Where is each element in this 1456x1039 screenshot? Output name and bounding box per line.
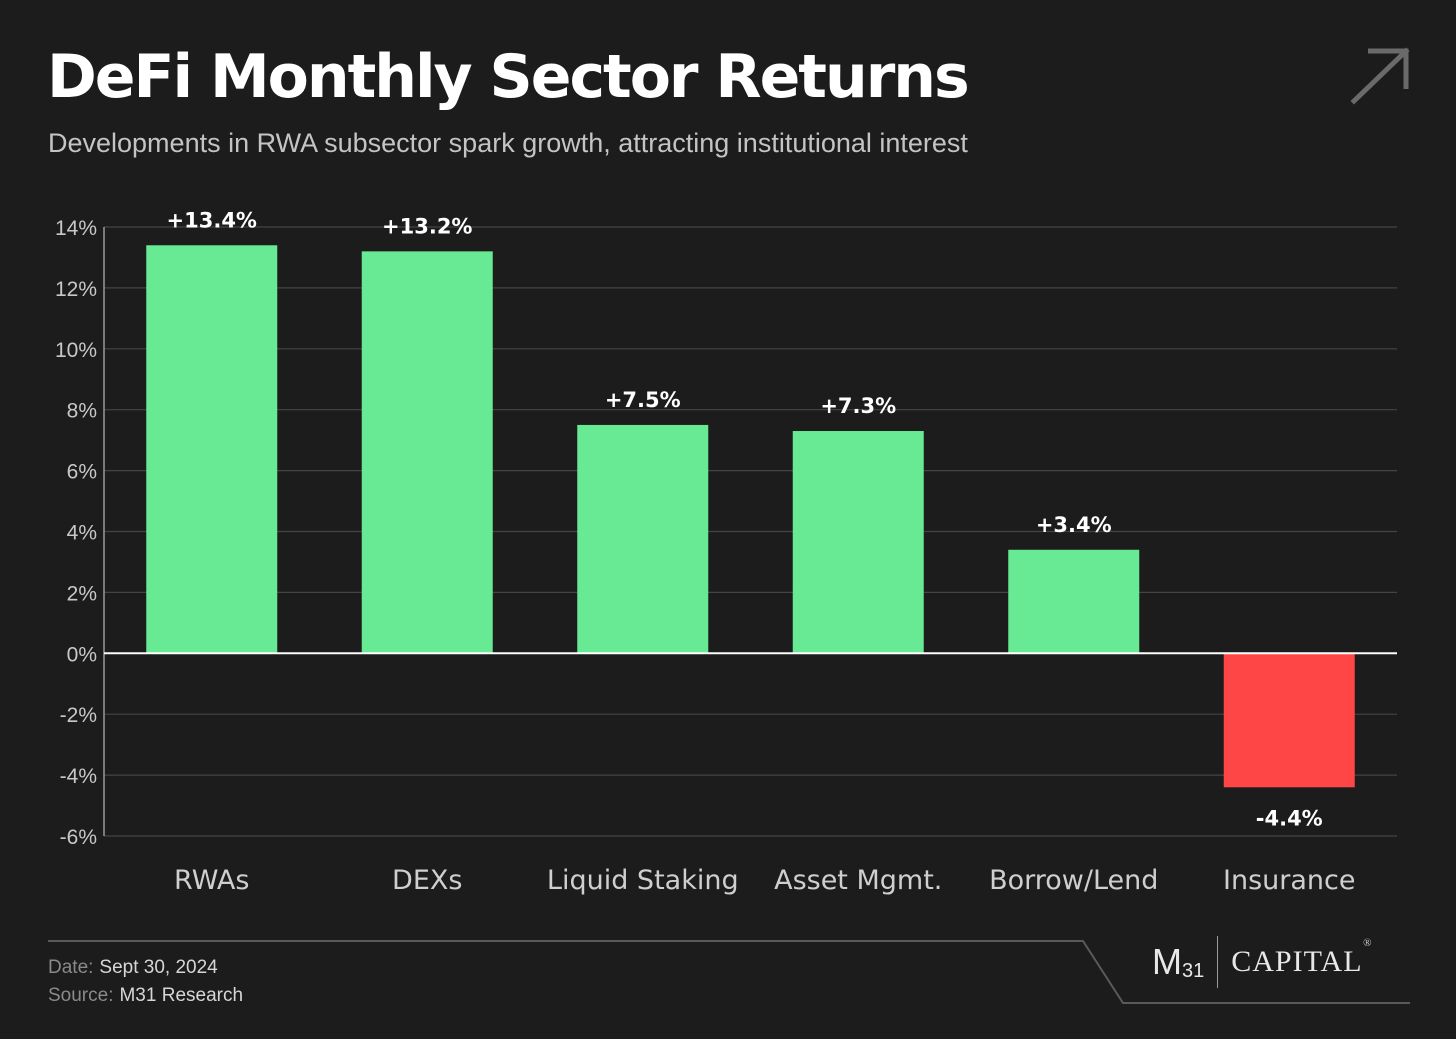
data-label: +7.3% (820, 394, 896, 418)
logo-mark: M (1152, 941, 1182, 982)
y-tick-label: 12% (55, 278, 97, 301)
y-tick-label: -2% (60, 704, 97, 727)
footer-source: Source: M31 Research (48, 985, 243, 1007)
y-tick-label: 0% (67, 643, 97, 666)
data-label: +7.5% (605, 388, 681, 412)
y-tick-label: 2% (67, 582, 97, 605)
bar (361, 251, 493, 654)
bar (577, 424, 709, 654)
date-label: Date: (48, 957, 94, 978)
bar (792, 431, 924, 654)
bars (104, 245, 1397, 788)
bar-chart: 14% 12% 10% 8% 6% 4% 2% 0% -2% -4% -6% +13.4% +13.2… (55, 208, 1397, 896)
y-tick-label: -6% (60, 826, 97, 849)
y-axis-ticks: 14% 12% 10% 8% 6% 4% 2% 0% -2% -4% -6% (55, 217, 97, 849)
logo-word: CAPITAL ® (1231, 937, 1373, 978)
x-tick-label: Liquid Staking (547, 865, 739, 896)
bar (1008, 549, 1140, 654)
arrow-up-right-icon (1350, 47, 1410, 105)
data-label: -4.4% (1256, 806, 1323, 830)
data-label: +13.4% (167, 208, 257, 232)
data-label: +3.4% (1036, 513, 1112, 537)
y-tick-label: -4% (60, 765, 97, 788)
bar (146, 245, 278, 654)
chart-title: DeFi Monthly Sector Returns (47, 42, 970, 112)
logo-divider (1217, 936, 1219, 988)
source-value: M31 Research (119, 985, 244, 1006)
y-tick-label: 4% (67, 522, 97, 545)
bar (1223, 653, 1355, 788)
date-value: Sept 30, 2024 (99, 957, 218, 978)
y-tick-label: 8% (67, 400, 97, 423)
x-axis-ticks: RWAs DEXs Liquid Staking Asset Mgmt. Borrow/… (174, 865, 1355, 896)
x-tick-label: Borrow/Lend (989, 865, 1158, 896)
x-tick-label: DEXs (392, 865, 462, 896)
source-label: Source: (48, 985, 114, 1006)
y-tick-label: 6% (67, 461, 97, 484)
x-tick-label: Asset Mgmt. (774, 865, 942, 896)
brand-logo: M 31 CAPITAL ® (1152, 936, 1373, 988)
x-tick-label: RWAs (174, 865, 249, 896)
y-tick-label: 10% (55, 339, 97, 362)
data-label: +13.2% (382, 214, 472, 238)
x-tick-label: Insurance (1223, 865, 1355, 896)
chart-subtitle: Developments in RWA subsector spark grow… (48, 128, 968, 158)
logo-mark-sub: 31 (1182, 959, 1205, 982)
data-labels: +13.4% +13.2% +7.5% +7.3% +3.4% -4.4% (167, 208, 1323, 830)
footer-date: Date: Sept 30, 2024 (48, 957, 218, 979)
grid-lines (103, 226, 1397, 837)
y-tick-label: 14% (55, 217, 97, 240)
